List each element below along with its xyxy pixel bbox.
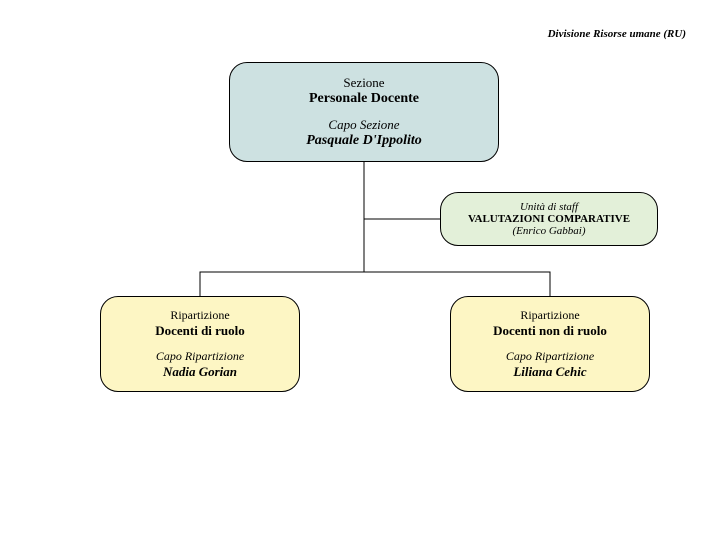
node-sezione: Sezione Personale Docente Capo Sezione P… xyxy=(229,62,499,162)
rip-left-role-label: Capo Ripartizione xyxy=(111,349,289,364)
staff-person: (Enrico Gabbai) xyxy=(451,225,647,237)
node-staff: Unità di staff VALUTAZIONI COMPARATIVE (… xyxy=(440,192,658,246)
node-ripartizione-ruolo: Ripartizione Docenti di ruolo Capo Ripar… xyxy=(100,296,300,392)
staff-title-name: VALUTAZIONI COMPARATIVE xyxy=(451,213,647,225)
rip-left-person: Nadia Gorian xyxy=(111,364,289,380)
staff-title-label: Unità di staff xyxy=(451,201,647,213)
rip-right-role-label: Capo Ripartizione xyxy=(461,349,639,364)
sezione-title-label: Sezione xyxy=(240,75,488,91)
rip-right-title-label: Ripartizione xyxy=(461,308,639,323)
sezione-role-label: Capo Sezione xyxy=(240,117,488,133)
sezione-person: Pasquale D'Ippolito xyxy=(240,133,488,149)
rip-left-title-label: Ripartizione xyxy=(111,308,289,323)
sezione-title-name: Personale Docente xyxy=(240,91,488,107)
rip-left-title-name: Docenti di ruolo xyxy=(111,323,289,339)
page-header: Divisione Risorse umane (RU) xyxy=(548,28,686,40)
node-ripartizione-non-ruolo: Ripartizione Docenti non di ruolo Capo R… xyxy=(450,296,650,392)
rip-right-title-name: Docenti non di ruolo xyxy=(461,323,639,339)
rip-right-person: Liliana Cehic xyxy=(461,364,639,380)
